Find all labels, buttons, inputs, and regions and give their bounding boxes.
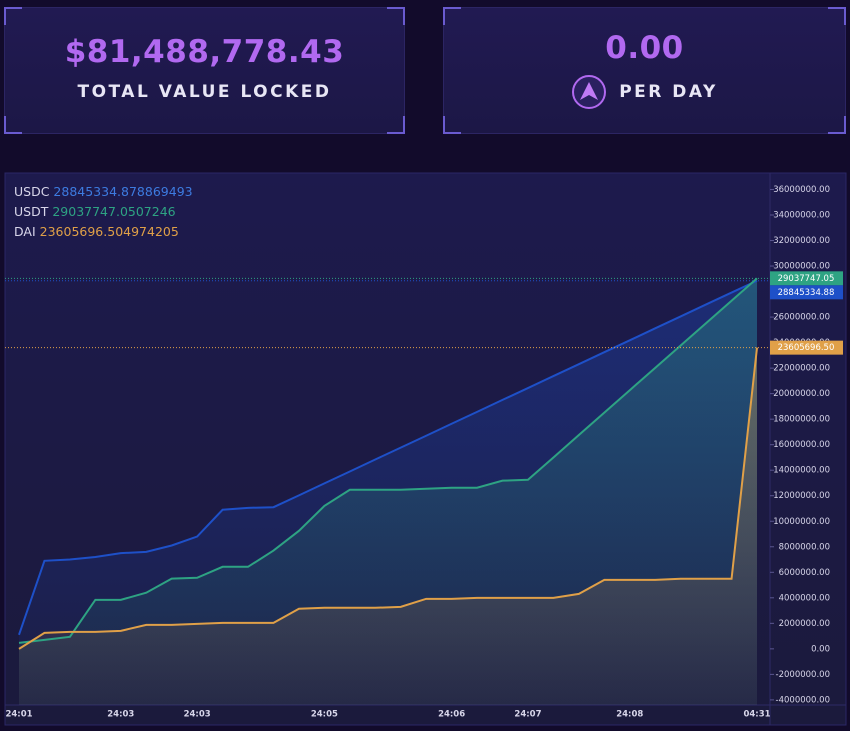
line (18, 277, 758, 644)
corner (387, 7, 405, 25)
per-day-label: PER DAY (619, 82, 718, 102)
area (19, 280, 757, 705)
legend-value: 28845334.878869493 (53, 184, 192, 199)
y-tick-label: 4000000.00 (779, 593, 830, 603)
y-tick-label: 8000000.00 (779, 542, 830, 552)
legend-value: 29037747.0507246 (52, 204, 175, 219)
legend-value: 23605696.504974205 (40, 224, 179, 239)
corner (387, 116, 405, 134)
area (19, 347, 757, 705)
corner (4, 116, 22, 134)
y-tick-label: -4000000.00 (776, 695, 830, 705)
legend-name: USDC (14, 184, 50, 199)
line (18, 279, 758, 636)
tvl-label: TOTAL VALUE LOCKED (77, 82, 332, 102)
x-tick-label: 24:03 (184, 710, 211, 720)
y-tick-label: 26000000.00 (773, 313, 830, 323)
x-tick-label: 24:03 (107, 710, 134, 720)
y-tick-label: 32000000.00 (773, 236, 830, 246)
price-tag-label: 23605696.50 (778, 343, 835, 353)
price-tag (770, 340, 843, 355)
corner (828, 116, 846, 134)
y-tick-label: 12000000.00 (773, 491, 830, 501)
y-tick-label: 0.00 (811, 644, 830, 654)
y-tick-label: -2000000.00 (776, 670, 830, 680)
price-tag (770, 285, 843, 300)
y-tick-label: 16000000.00 (773, 440, 830, 450)
legend-entry: DAI 23605696.504974205 (14, 224, 179, 239)
legend-name: DAI (14, 224, 36, 239)
chart-panel (4, 172, 847, 726)
legend-entry: USDC 28845334.878869493 (14, 184, 193, 199)
y-tick-label: 10000000.00 (773, 517, 830, 527)
y-tick-label: 30000000.00 (773, 262, 830, 272)
per-day-row: PER DAY (444, 74, 845, 110)
y-tick-label: 14000000.00 (773, 466, 830, 476)
y-tick-label: 6000000.00 (779, 568, 830, 578)
y-tick-label: 24000000.00 (773, 338, 830, 348)
corner (443, 116, 461, 134)
x-tick-label: 24:07 (514, 710, 541, 720)
x-tick-label: 24:05 (311, 710, 338, 720)
per-day-value: 0.00 (605, 30, 684, 66)
x-tick-label: 04:31 (743, 710, 770, 720)
price-tag-label: 28845334.88 (778, 288, 835, 298)
corner (828, 7, 846, 25)
y-tick-label: 22000000.00 (773, 364, 830, 374)
legend-name: USDT (14, 204, 49, 219)
tvl-card: $81,488,778.43 TOTAL VALUE LOCKED (4, 7, 405, 134)
y-tick-label: 18000000.00 (773, 415, 830, 425)
corner (443, 7, 461, 25)
corner (4, 7, 22, 25)
price-tag-label: 29037747.05 (778, 274, 835, 284)
x-tick-label: 24:08 (616, 710, 643, 720)
legend-entry: USDT 29037747.0507246 (14, 204, 176, 219)
y-tick-label: 36000000.00 (773, 185, 830, 195)
y-tick-label: 34000000.00 (773, 211, 830, 221)
area (19, 278, 757, 705)
y-tick-label: 28000000.00 (773, 287, 830, 297)
price-tag (770, 271, 843, 286)
y-tick-label: 2000000.00 (779, 619, 830, 629)
x-tick-label: 24:06 (438, 710, 465, 720)
per-day-card: 0.00 PER DAY (443, 7, 846, 134)
x-tick-label: 24:01 (5, 710, 32, 720)
token-icon (572, 75, 607, 109)
line (18, 347, 758, 650)
y-tick-label: 20000000.00 (773, 389, 830, 399)
tvl-value: $81,488,778.43 (64, 34, 345, 70)
